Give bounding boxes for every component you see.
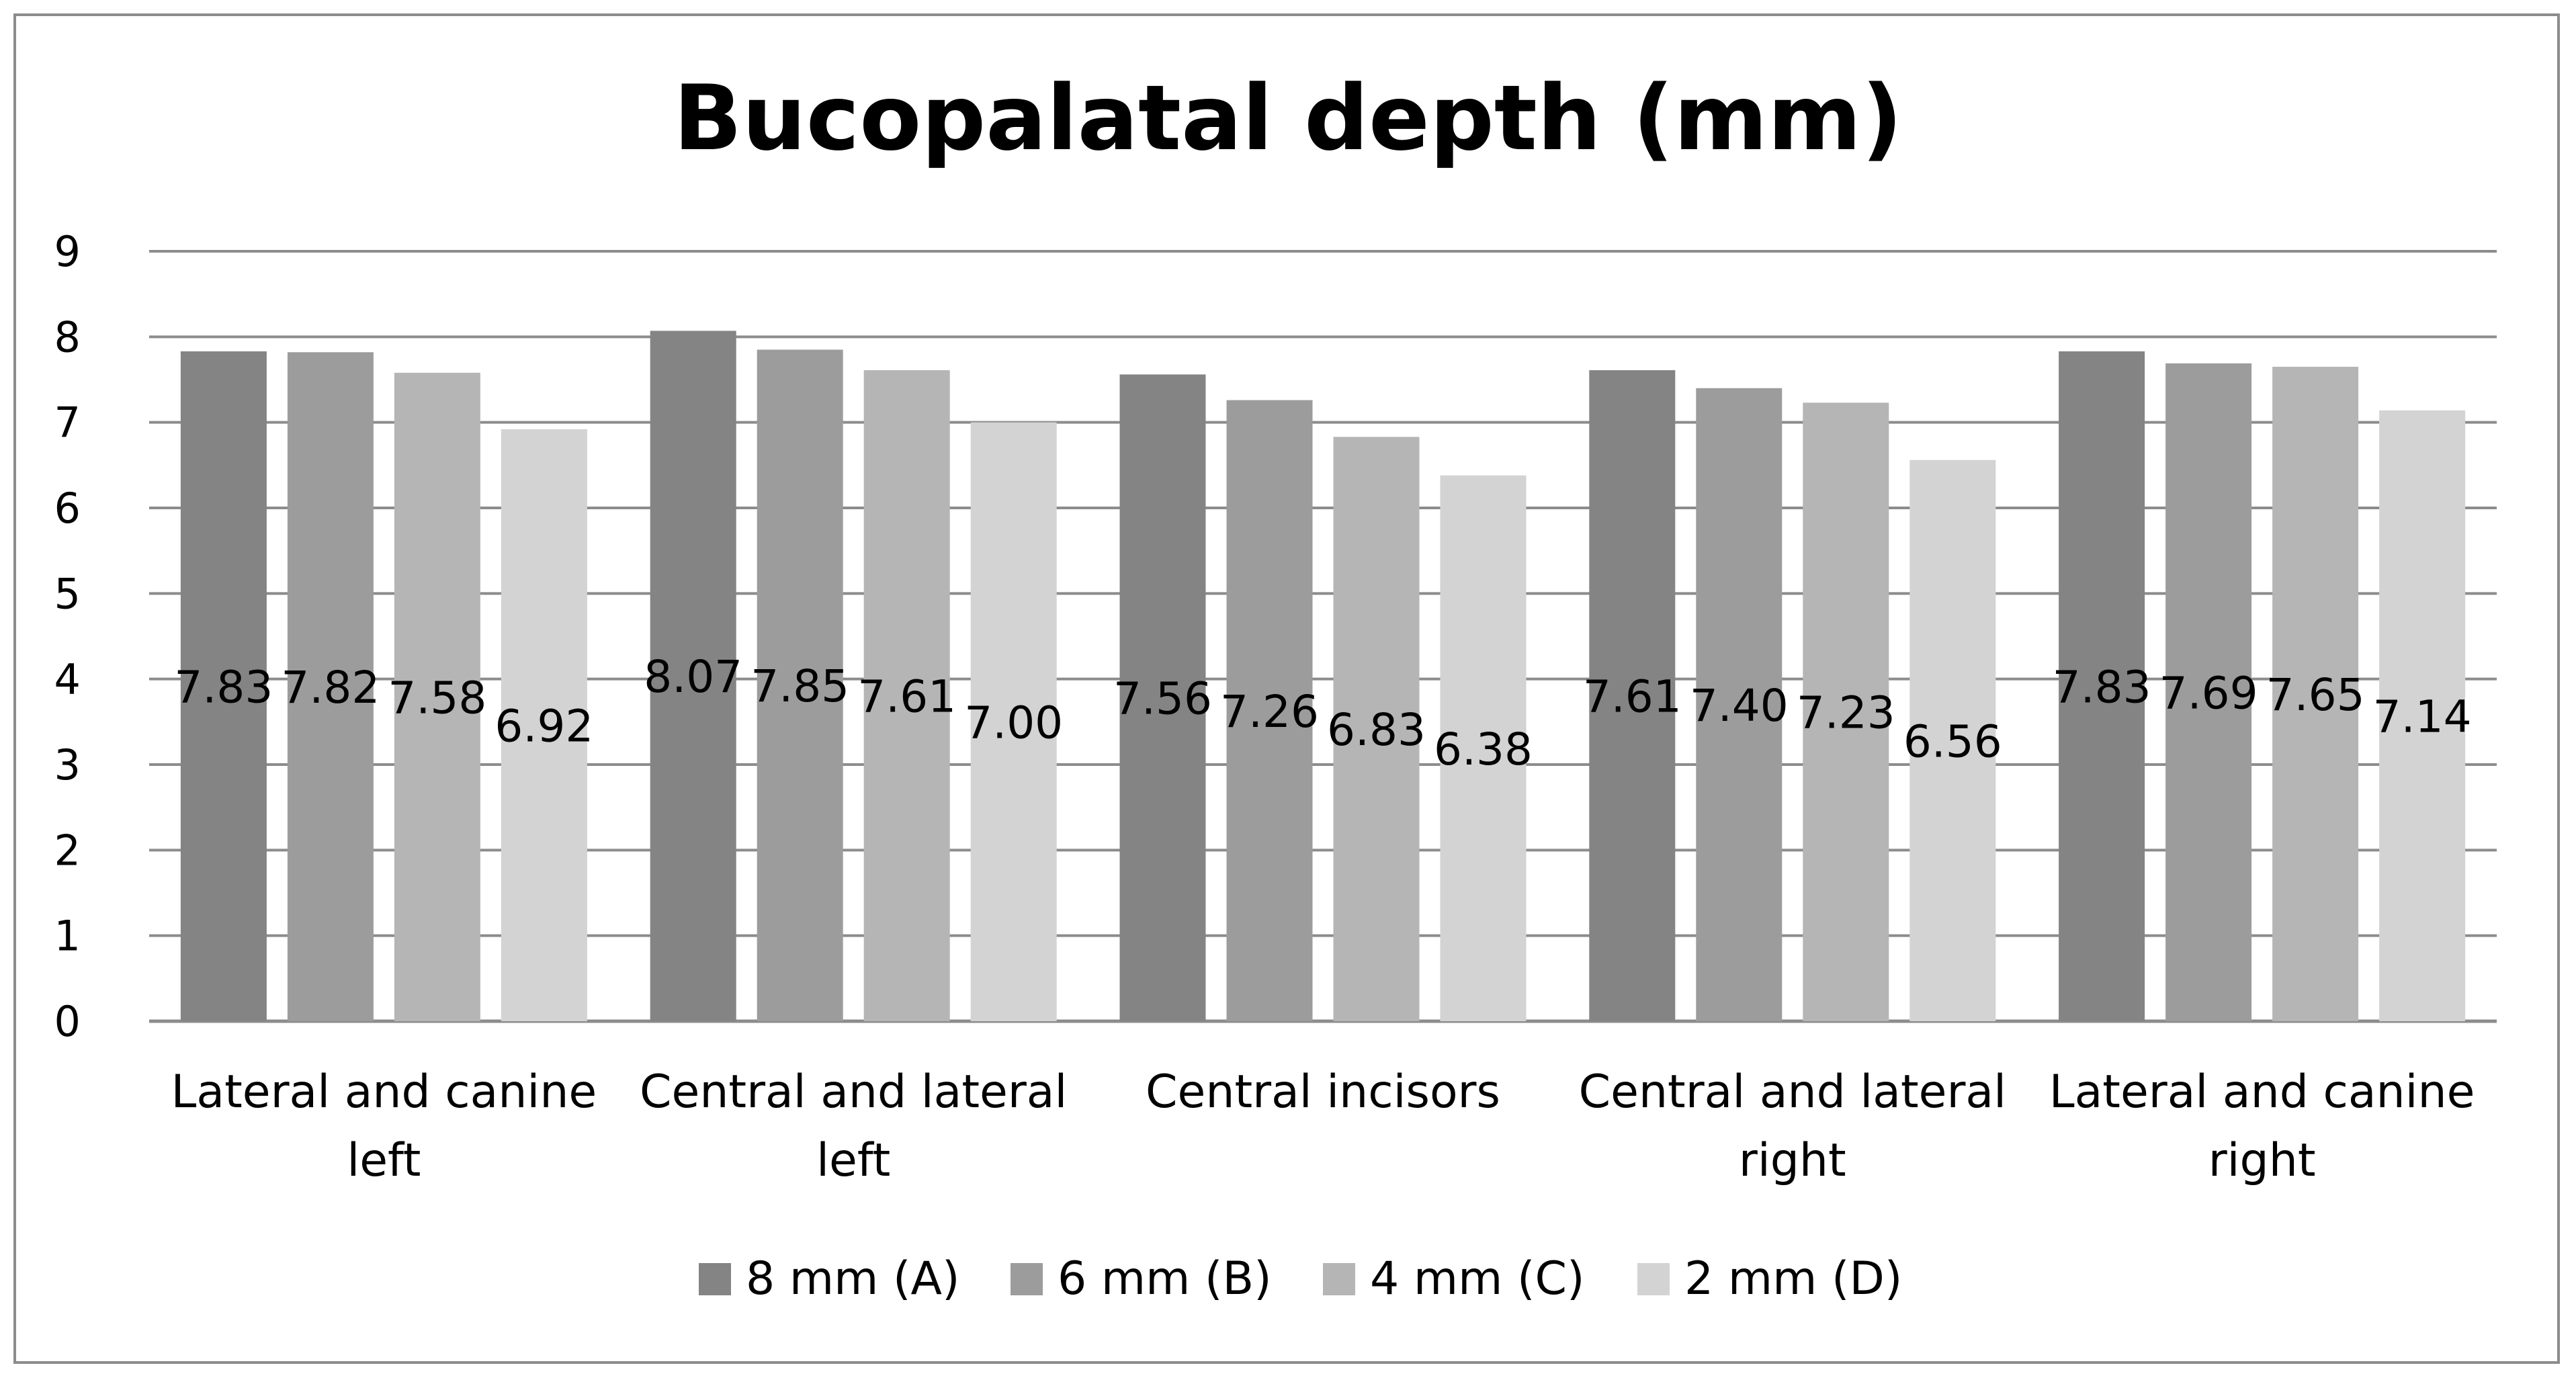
y-tick-label: 0 [54, 997, 81, 1046]
data-label: 7.69 [2159, 667, 2258, 719]
data-label: 6.83 [1327, 704, 1426, 756]
bar [1909, 460, 1996, 1021]
y-axis-ticks: 0 1 2 3 4 5 6 7 8 9 [54, 227, 81, 1046]
data-label: 6.56 [1903, 716, 2002, 767]
bar [501, 429, 587, 1021]
legend-swatch [1637, 1263, 1670, 1295]
x-category-label: right [1739, 1134, 1846, 1187]
data-label: 7.65 [2266, 669, 2365, 721]
bar [2165, 363, 2252, 1021]
x-axis-categories: Lateral and canine left Central and latera… [171, 1066, 2475, 1187]
legend: 8 mm (A) 6 mm (B) 4 mm (C) 2 mm (D) [699, 1252, 1902, 1305]
bar [650, 331, 736, 1021]
data-label: 7.26 [1220, 686, 1319, 738]
data-label: 6.38 [1434, 724, 1533, 775]
bar [970, 422, 1057, 1021]
legend-swatch [699, 1263, 731, 1295]
data-label: 7.61 [857, 671, 956, 722]
x-category-label: right [2208, 1134, 2316, 1187]
y-tick-label: 9 [54, 227, 81, 276]
chart-title: Bucopalatal depth (mm) [673, 66, 1902, 171]
x-category-label: Central and lateral [640, 1066, 1067, 1119]
y-tick-label: 5 [54, 569, 81, 618]
data-label: 7.58 [388, 672, 486, 724]
bar [287, 352, 374, 1021]
y-tick-label: 4 [54, 655, 81, 704]
x-category-label: Central incisors [1146, 1066, 1500, 1119]
x-category-label: left [347, 1134, 421, 1187]
bar [863, 370, 950, 1021]
bar [180, 351, 267, 1021]
legend-label: 4 mm (C) [1370, 1252, 1585, 1305]
bar [1589, 370, 1676, 1021]
data-label: 7.83 [2053, 661, 2151, 713]
data-label: 7.83 [174, 661, 273, 713]
data-label: 7.82 [281, 662, 380, 713]
bar [2059, 351, 2145, 1021]
data-labels: 7.83 7.82 7.586.928.07 7.85 7.617.00 7.56 7.26… [174, 651, 2471, 775]
legend-label: 8 mm (A) [746, 1252, 960, 1305]
bars [180, 331, 2466, 1021]
legend-label: 6 mm (B) [1058, 1252, 1272, 1305]
bar [757, 349, 843, 1021]
data-label: 7.61 [1583, 671, 1682, 722]
data-label: 7.23 [1797, 687, 1895, 739]
x-category-label: Lateral and canine [2049, 1066, 2475, 1119]
data-label: 8.07 [644, 651, 742, 703]
bar [1440, 475, 1527, 1021]
bar [394, 372, 480, 1021]
data-label: 7.14 [2373, 691, 2472, 742]
y-tick-label: 2 [54, 826, 81, 875]
y-tick-label: 6 [54, 484, 81, 533]
bar [1803, 402, 1889, 1021]
data-label: 7.00 [964, 697, 1063, 748]
y-tick-label: 3 [54, 740, 81, 789]
y-tick-label: 7 [54, 398, 81, 447]
legend-swatch [1011, 1263, 1043, 1295]
data-label: 6.92 [495, 700, 593, 752]
data-label: 7.40 [1690, 680, 1789, 732]
bar [1119, 374, 1206, 1021]
x-category-label: Central and lateral [1579, 1066, 2006, 1119]
bar [2272, 366, 2359, 1021]
x-category-label: left [816, 1134, 890, 1187]
bar [1226, 400, 1313, 1021]
y-tick-label: 1 [54, 912, 81, 961]
data-label: 7.85 [750, 660, 849, 712]
bar [1696, 388, 1783, 1021]
data-label: 7.56 [1113, 673, 1212, 725]
x-category-label: Lateral and canine [171, 1066, 597, 1119]
bar [2379, 410, 2466, 1021]
bar [1333, 437, 1420, 1021]
legend-swatch [1323, 1263, 1355, 1295]
legend-label: 2 mm (D) [1684, 1252, 1902, 1305]
y-tick-label: 8 [54, 312, 81, 361]
